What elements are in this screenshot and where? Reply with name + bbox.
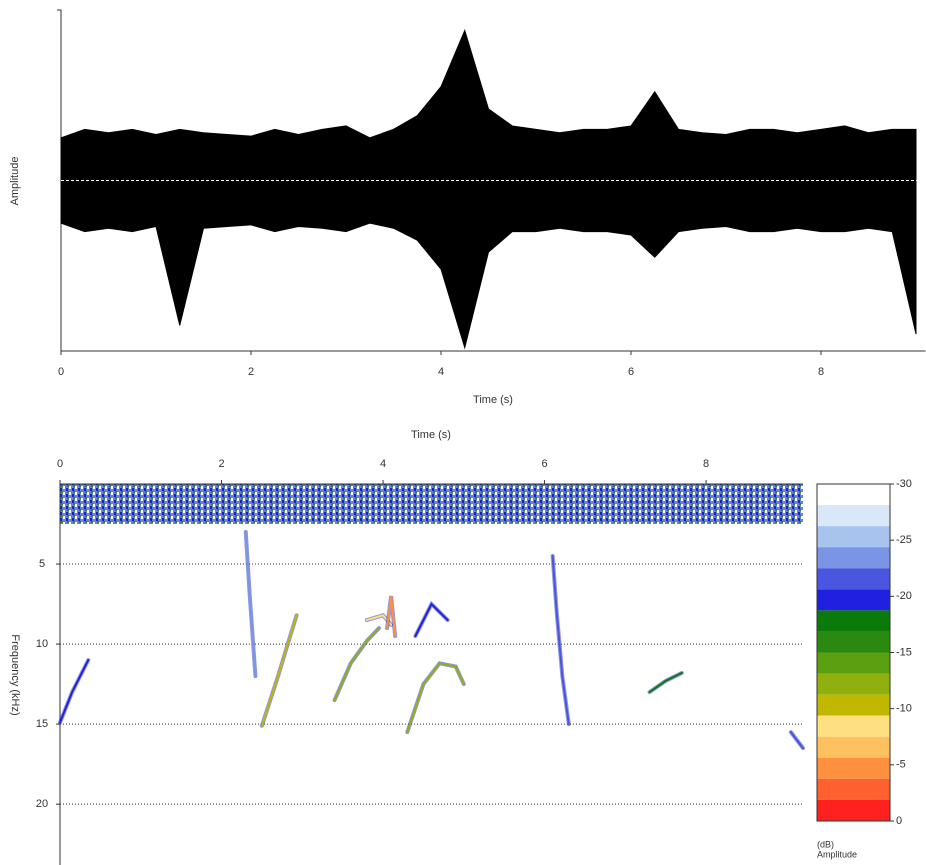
x-axis-label: Time (s) — [473, 394, 513, 406]
colorbar-band — [817, 757, 890, 779]
x-tick-label: 4 — [438, 366, 444, 378]
colorbar-band — [817, 673, 890, 695]
colorbar-band — [817, 610, 890, 632]
y-axis-label: Frequency (kHz) — [9, 634, 21, 715]
x-tick-label: 2 — [218, 458, 224, 470]
colorbar-tick-label: -15 — [896, 646, 912, 658]
colorbar-band — [817, 484, 890, 506]
y-axis-label: Amplitude — [9, 157, 21, 206]
x-tick-label: 0 — [57, 458, 63, 470]
colorbar-band — [817, 715, 890, 737]
x-tick-label: 4 — [380, 458, 386, 470]
colorbar-tick-label: -5 — [896, 759, 906, 771]
call-trace — [551, 555, 570, 726]
y-tick-label: 10 — [36, 638, 48, 650]
call-trace-halo — [332, 626, 382, 703]
call-trace — [648, 671, 683, 694]
colorbar-band — [817, 505, 890, 527]
colorbar-label: (dB) — [817, 839, 834, 849]
colorbar-tick-label: 0 — [896, 815, 902, 827]
call-trace — [406, 662, 465, 734]
x-tick-label: 0 — [58, 366, 64, 378]
call-trace-halo — [413, 600, 450, 639]
colorbar-band — [817, 589, 890, 611]
call-trace — [333, 627, 381, 702]
colorbar-tick-label: -20 — [896, 590, 912, 602]
call-trace — [386, 595, 397, 638]
call-trace-halo — [405, 661, 466, 735]
call-trace — [59, 659, 90, 724]
spectrogram-panel: 0 2 4 6 8 5 10 15 20 Time (s) Frequency (kHz) -30 -2… — [9, 429, 912, 865]
x-tick-label: 2 — [248, 366, 254, 378]
colorbar-tick-label: -10 — [896, 703, 912, 715]
waveform-panel: Amplitude Time (s) 0 2 4 6 8 — [9, 9, 926, 406]
waveform-envelope — [60, 28, 917, 181]
y-tick-label: 15 — [36, 718, 48, 730]
y-tick-label: 5 — [39, 558, 45, 570]
colorbar-band — [817, 652, 890, 674]
colorbar-band — [817, 526, 890, 548]
x-axis-label: Time (s) — [411, 429, 451, 441]
colorbar-band — [817, 568, 890, 590]
colorbar-band — [817, 694, 890, 716]
noise-band — [60, 484, 803, 524]
call-trace — [260, 614, 298, 727]
call-trace — [789, 731, 804, 750]
x-tick-label: 8 — [818, 366, 824, 378]
waveform-envelope — [60, 180, 917, 350]
call-trace — [414, 602, 449, 638]
x-tick-label: 6 — [542, 458, 548, 470]
colorbar-band — [817, 778, 890, 800]
x-tick-label: 8 — [703, 458, 709, 470]
x-tick-label: 6 — [628, 366, 634, 378]
colorbar-band — [817, 631, 890, 653]
y-tick-label: 20 — [36, 798, 48, 810]
colorbar-band — [817, 736, 890, 758]
colorbar-band — [817, 547, 890, 569]
colorbar-tick-label: -25 — [896, 534, 912, 546]
colorbar-band — [817, 799, 890, 821]
call-trace — [244, 531, 257, 678]
colorbar-tick-label: -30 — [896, 478, 912, 490]
colorbar-label: Amplitude — [817, 849, 857, 859]
